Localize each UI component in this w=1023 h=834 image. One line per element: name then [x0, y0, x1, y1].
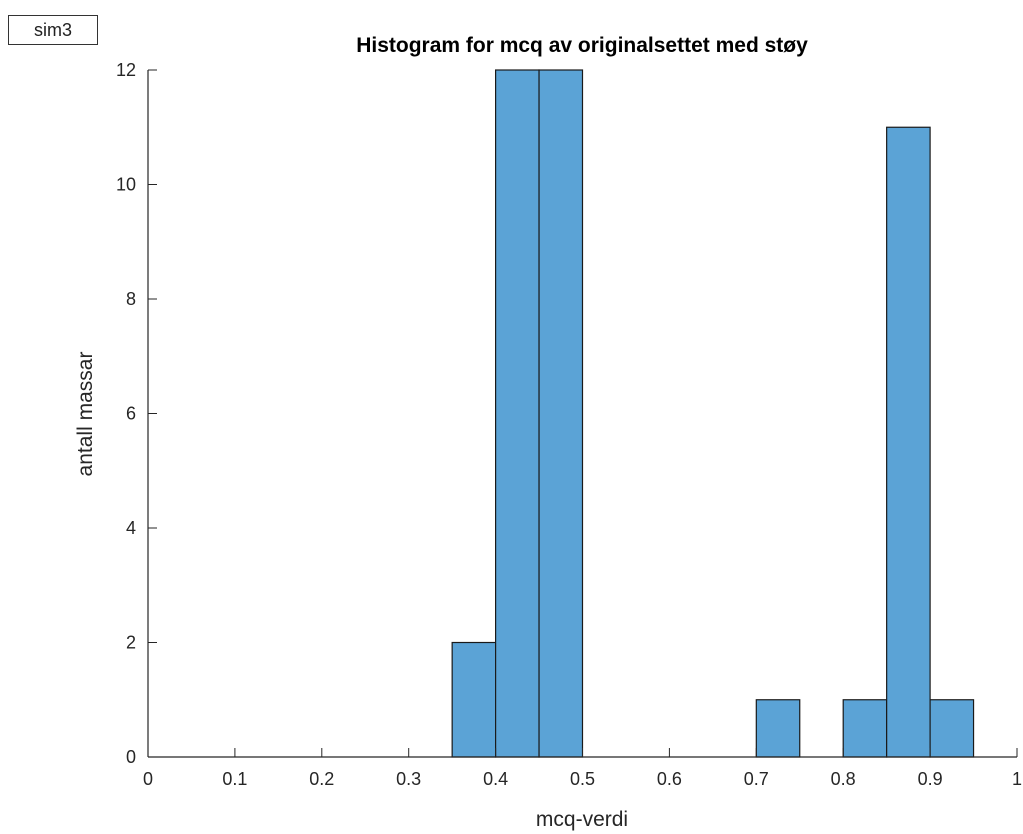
x-axis-label: mcq-verdi — [536, 808, 628, 831]
histogram-bar — [451, 641, 497, 758]
x-tick-label: 0 — [143, 769, 153, 789]
histogram-bar — [495, 69, 540, 758]
x-tick-label: 0.3 — [396, 769, 421, 789]
histogram-bar — [755, 699, 801, 758]
histogram-bar — [538, 69, 584, 758]
y-tick-label: 0 — [126, 747, 136, 767]
y-tick-label: 8 — [126, 289, 136, 309]
y-tick-label: 4 — [126, 518, 136, 538]
histogram-bar — [842, 699, 888, 758]
figure-tag-label: sim3 — [8, 15, 98, 45]
x-tick-label: 0.7 — [744, 769, 769, 789]
y-axis-label: antall massar — [74, 352, 97, 477]
y-tick-label: 2 — [126, 633, 136, 653]
y-tick-label: 6 — [126, 404, 136, 424]
x-tick-label: 0.2 — [309, 769, 334, 789]
x-tick-label: 0.1 — [222, 769, 247, 789]
y-tick-label: 12 — [116, 60, 136, 80]
bars-group — [451, 69, 975, 758]
y-tick-label: 10 — [116, 175, 136, 195]
histogram-bar — [929, 699, 975, 758]
x-tick-label: 1 — [1012, 769, 1022, 789]
x-tick-label: 0.5 — [570, 769, 595, 789]
x-tick-label: 0.9 — [918, 769, 943, 789]
histogram-bar — [886, 126, 931, 758]
chart-title: Histogram for mcq av originalsettet med … — [356, 34, 808, 57]
x-tick-label: 0.4 — [483, 769, 508, 789]
x-tick-label: 0.6 — [657, 769, 682, 789]
x-tick-label: 0.8 — [831, 769, 856, 789]
